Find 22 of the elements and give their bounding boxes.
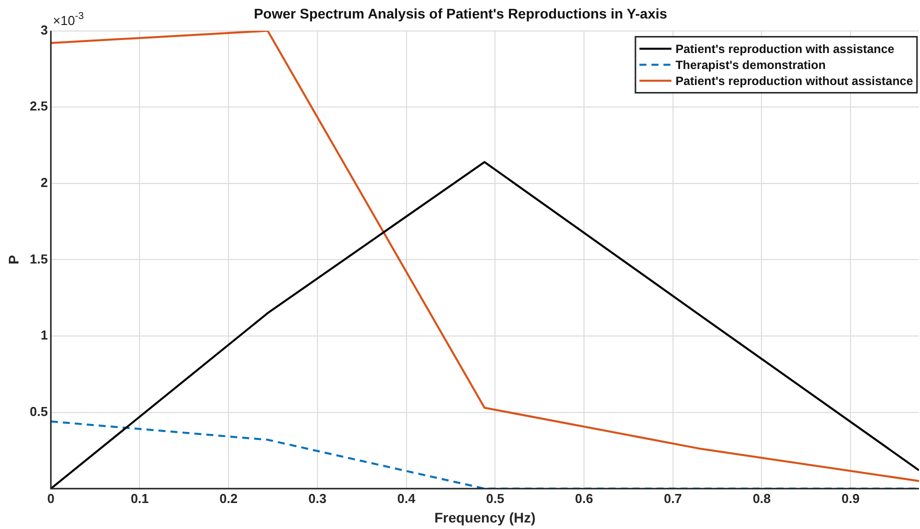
y-tick-label: 2 [40,174,48,190]
x-tick-label: 0.3 [308,490,326,506]
x-tick-label: 0.6 [574,490,594,506]
x-tick-label: 0.5 [486,490,504,506]
y-tick-label: 3 [40,22,48,38]
y-axis-title: P [5,255,22,264]
legend-label: Patient's reproduction without assistance [675,74,914,88]
x-tick-label: 0.8 [752,490,771,506]
x-tick-label: 0.4 [397,490,416,506]
x-tick-label: 0.1 [130,490,149,506]
y-tick-label: 0.5 [30,404,48,419]
legend-label: Therapist's demonstration [675,58,826,72]
y-tick-label: 1 [40,328,48,343]
x-tick-label: 0.2 [220,490,238,506]
legend-label: Patient's reproduction with assistance [675,42,895,56]
x-tick-label: 0.9 [842,490,860,506]
y-tick-label: 2.5 [30,98,48,114]
x-axis-title: Frequency (Hz) [434,509,536,526]
chart-title: Power Spectrum Analysis of Patient's Reproductions in Y-axis [254,5,668,22]
x-tick-label: 0.7 [664,490,682,506]
y-tick-label: 1.5 [30,251,48,266]
x-tick-label: 0 [47,490,54,506]
